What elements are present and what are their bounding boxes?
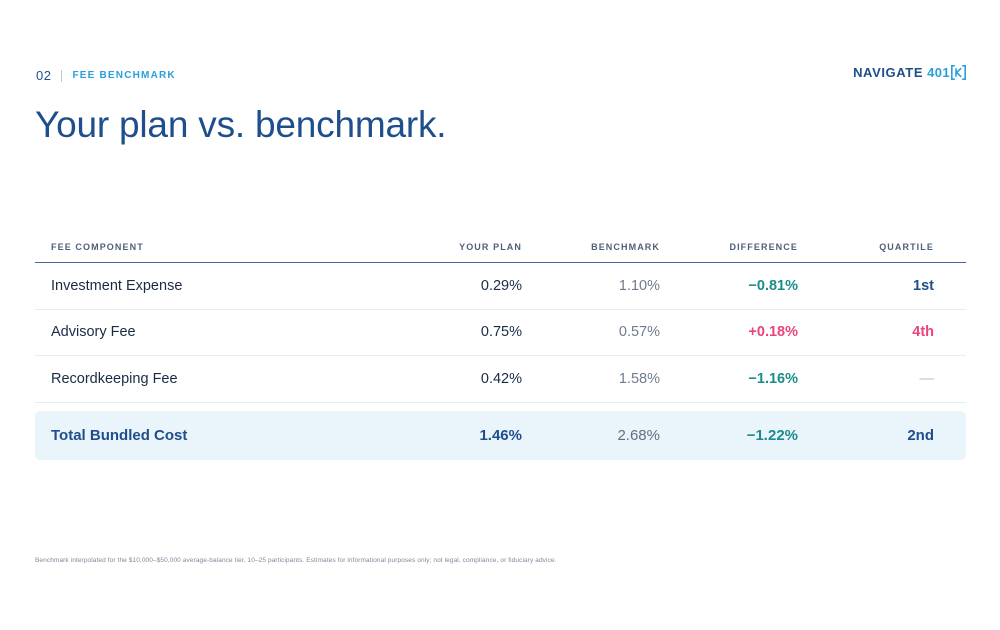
total-your-plan-cell: 1.46% [479,426,522,444]
section-number: 02 [36,68,52,83]
fee-component-cell: Investment Expense [51,277,183,294]
quartile-cell: 1st [913,277,934,294]
header-quartile: QUARTILE [879,242,934,252]
total-row: Total Bundled Cost 1.46% 2.68% −1.22% 2n… [35,410,966,460]
logo-text: NAVIGATE [853,65,924,80]
section-divider [61,69,63,82]
logo-number: 401 [927,65,950,80]
benchmark-cell: 0.57% [618,324,660,341]
section-label: FEE BENCHMARK [72,70,176,81]
difference-cell: +0.18% [748,324,798,341]
fee-benchmark-table: FEE COMPONENT YOUR PLAN BENCHMARK DIFFER… [35,232,966,460]
header-difference: DIFFERENCE [729,242,798,252]
page-title: Your plan vs. benchmark. [35,104,447,145]
total-difference-cell: −1.22% [746,426,798,444]
table-row: Advisory Fee 0.75% 0.57% +0.18% 4th [35,310,966,356]
table-row: Investment Expense 0.29% 1.10% −0.81% 1s… [35,263,966,310]
total-component-cell: Total Bundled Cost [51,426,188,444]
header-your-plan: YOUR PLAN [459,242,522,252]
total-quartile-cell: 2nd [907,426,934,444]
quartile-cell: 4th [912,324,934,341]
header-benchmark: BENCHMARK [591,242,660,252]
table-header-row: FEE COMPONENT YOUR PLAN BENCHMARK DIFFER… [35,232,966,263]
fee-component-cell: Advisory Fee [51,324,136,341]
your-plan-cell: 0.29% [480,277,522,294]
benchmark-cell: 1.58% [618,370,660,387]
header-fee-component: FEE COMPONENT [51,242,144,252]
navigate-401k-logo: NAVIGATE 401 [853,65,966,80]
fee-component-cell: Recordkeeping Fee [51,370,178,387]
your-plan-cell: 0.42% [480,370,522,387]
total-benchmark-cell: 2.68% [617,426,660,444]
section-header: 02 FEE BENCHMARK [36,68,176,83]
table-row: Recordkeeping Fee 0.42% 1.58% −1.16% — [35,356,966,403]
logo-k-bracket-icon [951,65,966,80]
footnote: Benchmark interpolated for the $10,000–$… [35,557,557,564]
difference-cell: −1.16% [748,370,798,387]
your-plan-cell: 0.75% [480,324,522,341]
benchmark-cell: 1.10% [618,277,660,294]
difference-cell: −0.81% [748,277,798,294]
quartile-cell: — [919,370,935,387]
